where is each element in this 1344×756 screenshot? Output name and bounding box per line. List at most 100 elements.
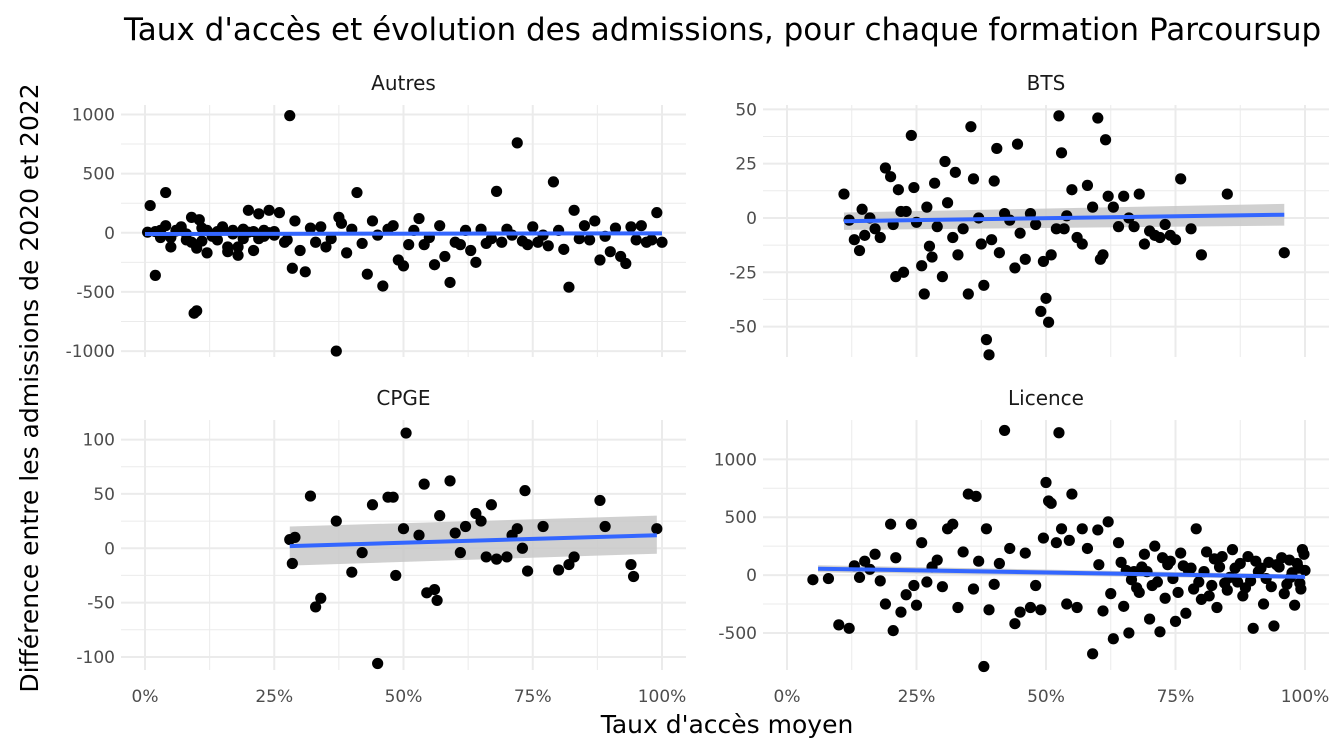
data-point (952, 249, 964, 261)
data-point (1154, 231, 1166, 244)
data-point (387, 491, 399, 503)
data-point (1037, 532, 1050, 544)
data-point (439, 250, 451, 263)
data-point (856, 203, 868, 215)
data-point (330, 345, 342, 357)
data-point (1208, 553, 1220, 565)
y-tick-label: 500 (83, 165, 115, 185)
data-point (879, 598, 892, 610)
data-point (1076, 523, 1088, 535)
data-point (833, 619, 845, 631)
data-point (1024, 601, 1037, 614)
data-point (1128, 221, 1140, 233)
y-tick-label: -25 (729, 263, 757, 283)
data-point (1040, 476, 1052, 489)
data-point (1035, 604, 1047, 616)
data-point (859, 555, 871, 567)
facet-strip-label: BTS (1027, 71, 1066, 95)
x-tick-label: 50% (385, 687, 423, 707)
x-tick-label: 100% (1281, 687, 1330, 707)
data-point (947, 518, 959, 530)
data-point (304, 490, 317, 502)
data-point (578, 220, 591, 232)
data-point (511, 523, 523, 535)
data-point (465, 244, 477, 257)
data-point (449, 527, 461, 539)
data-point (1053, 427, 1065, 439)
data-point (1195, 249, 1207, 261)
data-point (630, 234, 642, 246)
data-point (1118, 190, 1130, 202)
data-point (1159, 218, 1171, 231)
data-point (1092, 112, 1104, 124)
data-point (949, 166, 961, 178)
data-point (286, 262, 298, 274)
facet-licence: -500 0 500 1000 0% 25% 50% 75% 100% Licence (714, 386, 1330, 707)
data-point (921, 201, 933, 213)
data-point (1175, 547, 1187, 559)
data-point (418, 478, 430, 490)
data-point (1172, 586, 1184, 599)
data-point (310, 236, 322, 248)
data-point (335, 217, 348, 229)
data-point (1093, 559, 1105, 571)
data-point (584, 234, 596, 246)
data-point (609, 222, 622, 234)
data-point (1193, 576, 1205, 588)
data-point (646, 234, 658, 246)
data-point (475, 515, 487, 527)
data-point (1200, 546, 1213, 558)
data-point (542, 240, 554, 252)
data-point (547, 176, 560, 188)
x-tick-label: 25% (255, 687, 293, 707)
data-point (400, 427, 412, 439)
data-point (869, 548, 881, 560)
data-point (885, 171, 897, 183)
data-point (444, 475, 456, 487)
data-point (519, 485, 531, 497)
data-point (910, 599, 923, 611)
data-point (527, 221, 539, 233)
data-point (1035, 305, 1047, 317)
facet-strip-label: Autres (371, 71, 436, 95)
data-point (1055, 147, 1068, 159)
data-point (284, 110, 296, 122)
data-point (900, 205, 912, 218)
data-point (273, 207, 286, 219)
data-point (1045, 497, 1057, 509)
data-point (397, 260, 410, 272)
data-point (1107, 201, 1119, 213)
facet-strip-label: Licence (1008, 386, 1084, 410)
data-point (967, 173, 980, 185)
data-point (428, 259, 441, 271)
data-point (1276, 552, 1288, 564)
data-point (304, 222, 317, 234)
data-point (1087, 648, 1099, 660)
data-point (887, 625, 899, 637)
y-tick-label: 1000 (714, 450, 757, 470)
data-point (1063, 534, 1075, 546)
data-point (1278, 247, 1290, 259)
data-point (563, 281, 575, 293)
data-point (521, 239, 534, 251)
data-point (1149, 540, 1161, 552)
data-point (1066, 488, 1078, 500)
y-tick-label: 0 (746, 566, 757, 586)
data-point (983, 349, 995, 361)
data-point (1226, 544, 1239, 556)
data-point (325, 233, 337, 245)
data-point (480, 551, 492, 563)
data-point (905, 518, 917, 530)
data-point (1011, 138, 1024, 150)
data-point (885, 518, 897, 530)
data-point (470, 256, 482, 268)
data-point (853, 244, 866, 257)
data-point (149, 269, 161, 281)
data-point (1045, 249, 1057, 261)
y-tick-label: 100 (83, 431, 115, 451)
data-point (1159, 592, 1171, 604)
data-point (1247, 622, 1259, 634)
data-point (1138, 548, 1151, 560)
data-point (372, 657, 384, 670)
data-point (1169, 234, 1182, 246)
